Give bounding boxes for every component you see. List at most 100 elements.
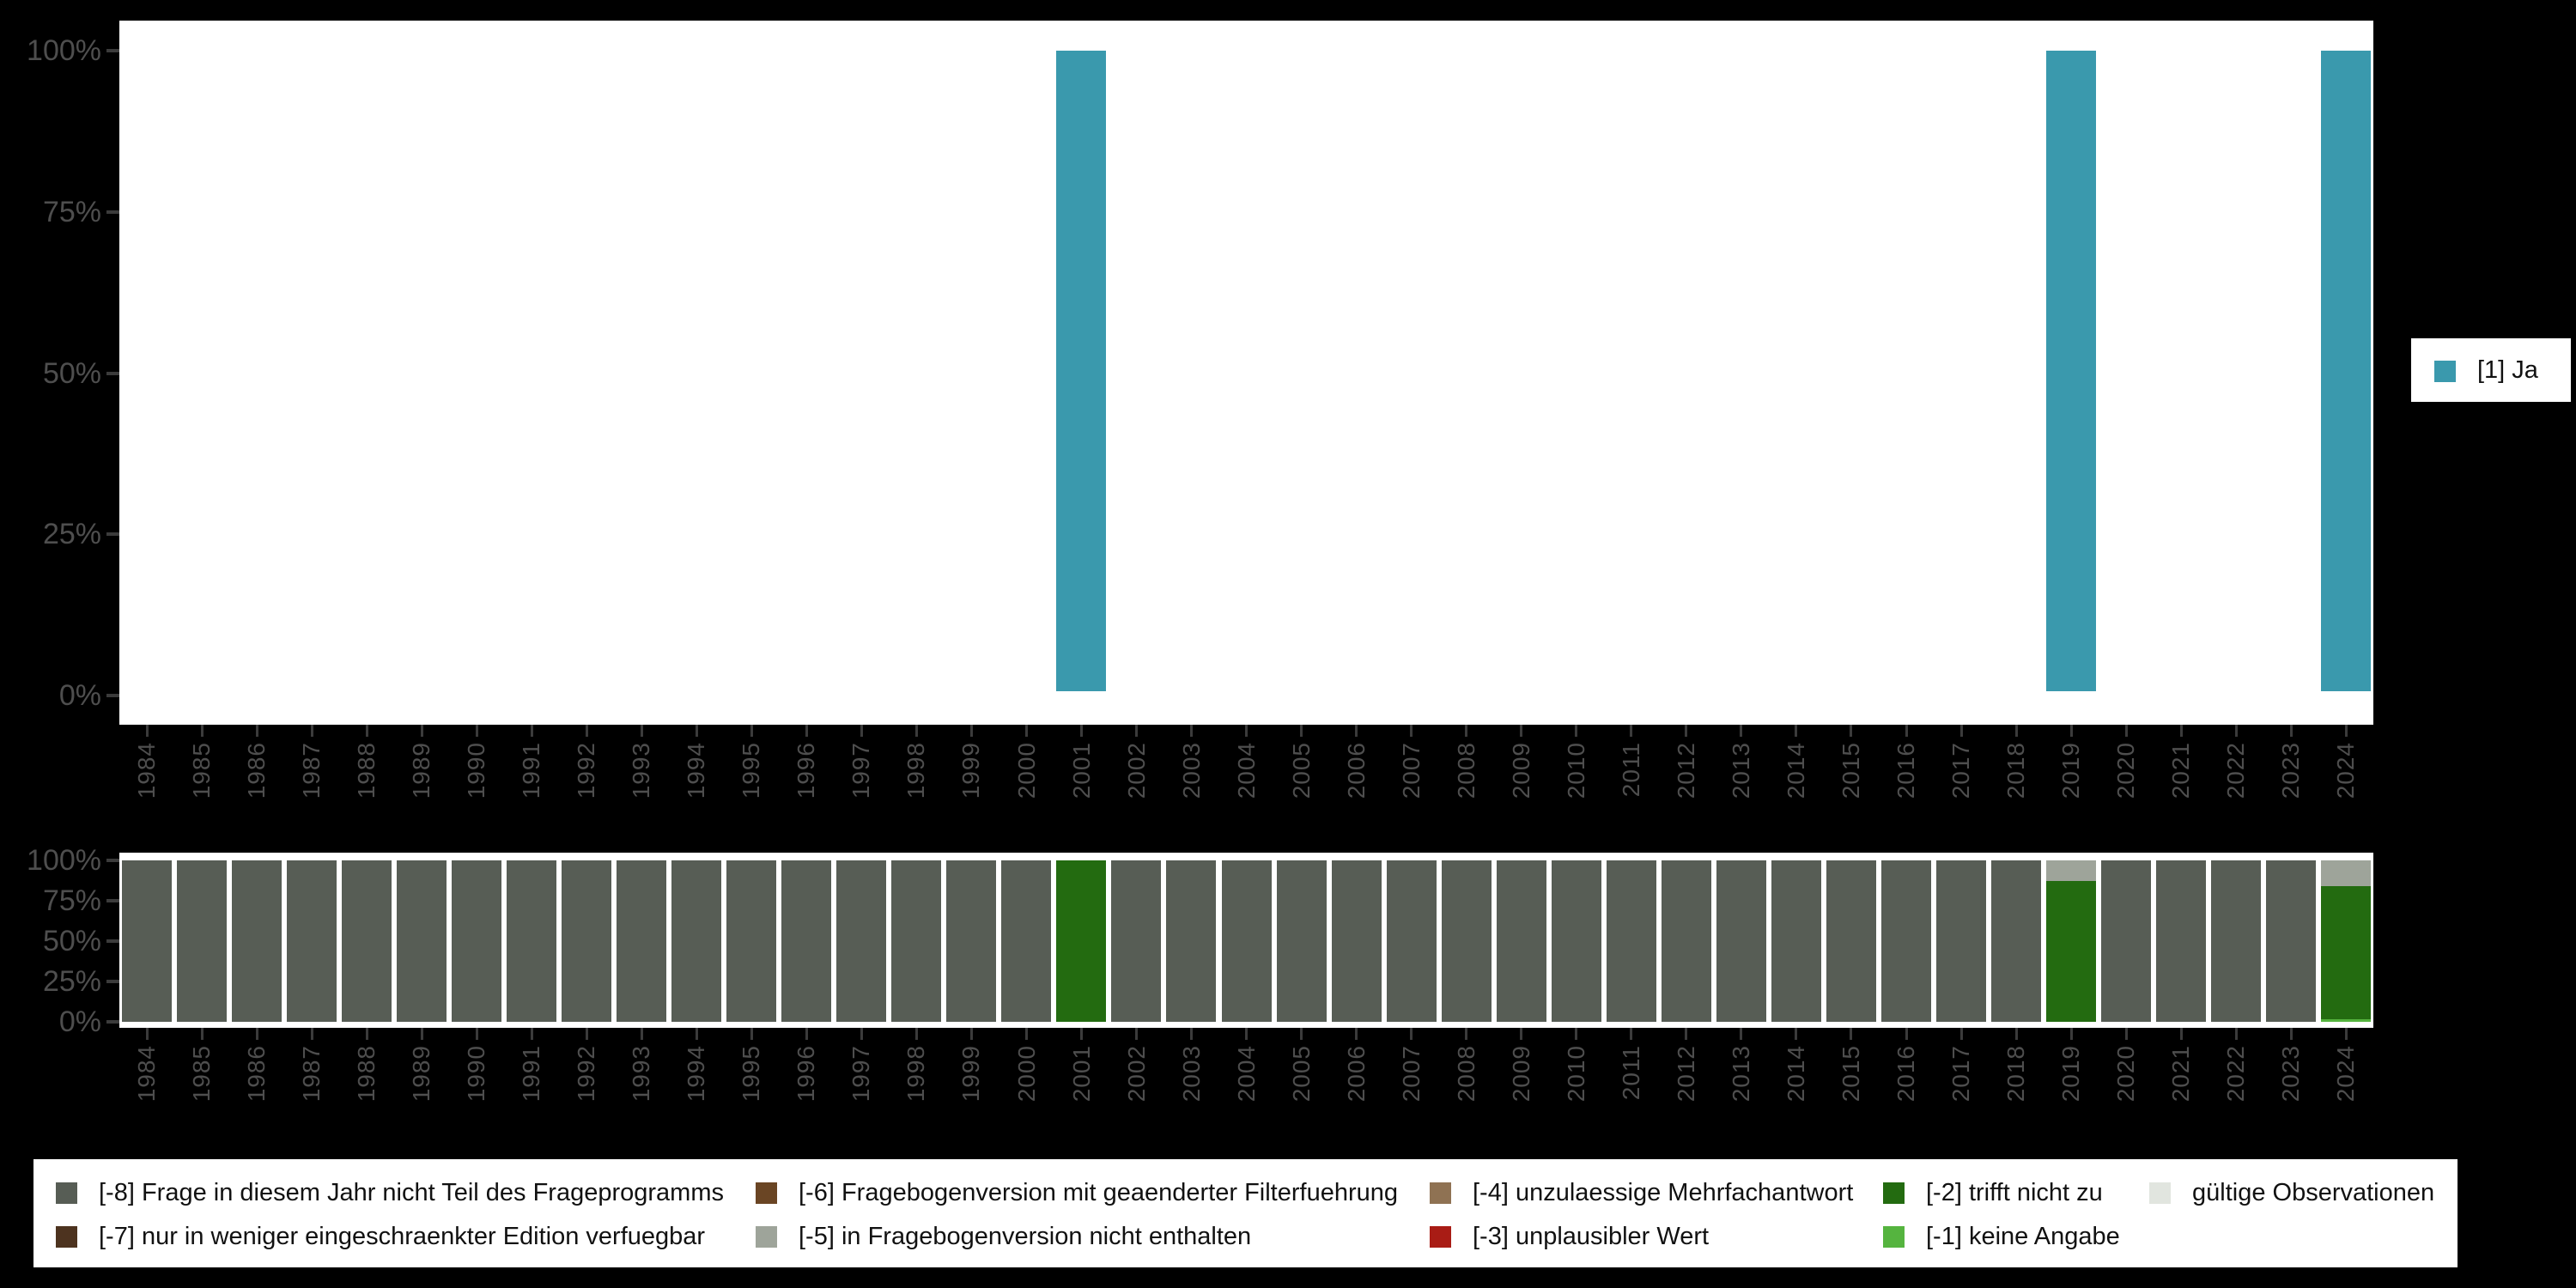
- legend-swatch-ja: [2434, 361, 2456, 382]
- x-tick-label: 2006: [1342, 742, 1370, 799]
- x-tick-label: 1998: [902, 742, 930, 799]
- x-tick-label: 2016: [1893, 742, 1920, 799]
- bar-2019-ja: [2045, 51, 2096, 691]
- bar-2007-m8: [1386, 860, 1437, 1022]
- x-tick-mark: [1685, 1028, 1688, 1040]
- x-tick-mark: [2179, 1028, 2183, 1040]
- x-tick-label: 1984: [133, 1045, 161, 1103]
- x-tick-mark: [1355, 1028, 1358, 1040]
- x-slot-1987: 1987: [284, 725, 339, 799]
- bar-1993-m8: [617, 860, 667, 1022]
- x-tick-mark: [585, 725, 588, 737]
- x-tick-mark: [914, 725, 918, 737]
- x-tick-mark: [1190, 725, 1194, 737]
- x-tick-label: 1996: [793, 742, 820, 799]
- x-tick-mark: [1520, 1028, 1523, 1040]
- x-slot-2003: 2003: [1164, 1028, 1219, 1102]
- bar-2009-m8: [1496, 860, 1546, 1022]
- x-tick-label: 1986: [243, 742, 270, 799]
- x-tick-label: 2004: [1232, 742, 1260, 799]
- x-slot-2002: 2002: [1109, 725, 1164, 799]
- legend-label-m4: [-4] unzulaessige Mehrfachantwort: [1473, 1179, 1854, 1206]
- legend-label-valid: gültige Observationen: [2192, 1179, 2435, 1206]
- y-tick-label: 50%: [42, 925, 101, 957]
- x-tick-label: 1988: [353, 1045, 380, 1103]
- x-tick-label: 1996: [793, 1045, 820, 1103]
- x-tick-mark: [805, 725, 808, 737]
- y-tick-label: 25%: [42, 965, 101, 998]
- x-slot-2004: 2004: [1219, 725, 1274, 799]
- x-slot-1990: 1990: [449, 725, 504, 799]
- x-tick-label: 1995: [738, 742, 765, 799]
- x-tick-label: 2015: [1837, 1045, 1864, 1103]
- x-tick-label: 1993: [628, 1045, 655, 1103]
- bar-2013-m8: [1716, 860, 1766, 1022]
- legend-swatch-m8: [56, 1182, 77, 1204]
- x-tick-mark: [640, 1028, 643, 1040]
- x-tick-mark: [695, 725, 698, 737]
- x-tick-label: 2022: [2222, 1045, 2250, 1103]
- x-slot-2018: 2018: [1989, 725, 2044, 799]
- x-slot-1993: 1993: [614, 725, 669, 799]
- x-tick-mark: [1135, 725, 1139, 737]
- x-slot-1996: 1996: [779, 725, 834, 799]
- x-slot-2010: 2010: [1549, 1028, 1604, 1102]
- x-tick-label: 2014: [1782, 742, 1809, 799]
- x-tick-label: 1990: [463, 1045, 490, 1103]
- y-tick-label: 0%: [58, 1005, 101, 1038]
- x-slot-1996: 1996: [779, 1028, 834, 1102]
- x-tick-mark: [750, 1028, 753, 1040]
- x-tick-mark: [1410, 725, 1413, 737]
- x-tick-mark: [1025, 725, 1029, 737]
- x-tick-mark: [255, 1028, 258, 1040]
- x-tick-label: 2017: [1947, 1045, 1975, 1103]
- x-slot-1986: 1986: [229, 1028, 284, 1102]
- x-tick-mark: [530, 1028, 533, 1040]
- x-tick-label: 2021: [2167, 1045, 2195, 1103]
- bar-2012-m8: [1661, 860, 1711, 1022]
- x-tick-label: 2010: [1562, 1045, 1589, 1103]
- x-tick-label: 1991: [518, 1045, 545, 1103]
- bar-1986-m8: [232, 860, 283, 1022]
- x-tick-mark: [805, 1028, 808, 1040]
- x-tick-label: 2023: [2277, 742, 2305, 799]
- legend-swatch-m4: [1430, 1182, 1451, 1204]
- bar-2003-m8: [1166, 860, 1217, 1022]
- x-tick-mark: [914, 1028, 918, 1040]
- x-slot-2000: 2000: [999, 1028, 1054, 1102]
- x-tick-mark: [420, 725, 423, 737]
- x-tick-label: 1992: [573, 742, 600, 799]
- y-tick-mark: [106, 1020, 119, 1024]
- x-slot-2008: 2008: [1439, 725, 1494, 799]
- x-tick-label: 2008: [1452, 742, 1479, 799]
- x-tick-mark: [1300, 725, 1303, 737]
- x-tick-mark: [1135, 1028, 1139, 1040]
- x-tick-label: 2008: [1452, 1045, 1479, 1103]
- x-tick-mark: [145, 725, 149, 737]
- bar-2024-m5: [2320, 860, 2371, 887]
- x-tick-mark: [585, 1028, 588, 1040]
- x-tick-label: 1995: [738, 1045, 765, 1103]
- y-tick-label: 100%: [27, 844, 101, 877]
- bar-1985-m8: [177, 860, 228, 1022]
- x-tick-label: 2010: [1562, 742, 1589, 799]
- y-tick-label: 75%: [42, 195, 101, 228]
- x-tick-mark: [1795, 725, 1798, 737]
- x-tick-label: 1999: [957, 1045, 985, 1103]
- x-tick-label: 2003: [1177, 742, 1205, 799]
- bar-2010-m8: [1551, 860, 1601, 1022]
- x-tick-mark: [1630, 725, 1633, 737]
- x-tick-mark: [2124, 1028, 2128, 1040]
- x-tick-mark: [2014, 725, 2018, 737]
- x-tick-label: 2014: [1782, 1045, 1809, 1103]
- x-slot-1997: 1997: [834, 725, 889, 799]
- x-tick-mark: [1520, 725, 1523, 737]
- x-slot-2006: 2006: [1329, 1028, 1384, 1102]
- legend-label-ja: [1] Ja: [2477, 356, 2538, 384]
- bar-1991-m8: [507, 860, 557, 1022]
- bar-2024-ja: [2320, 51, 2371, 691]
- bar-2021-m8: [2155, 860, 2206, 1022]
- y-tick-mark: [106, 694, 119, 697]
- x-tick-label: 2007: [1397, 742, 1425, 799]
